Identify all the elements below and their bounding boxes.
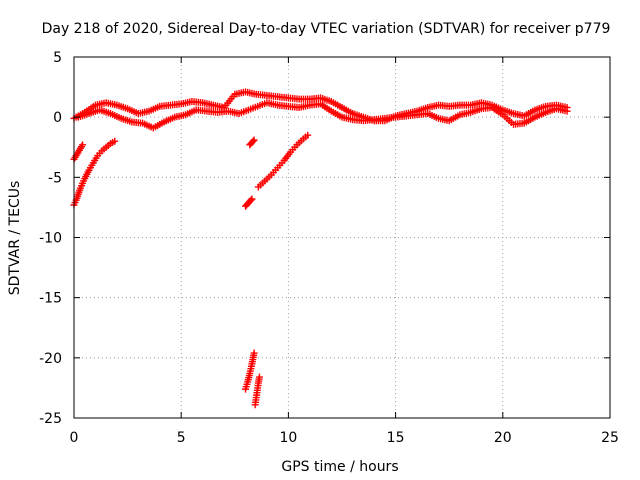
series-arc-deep-b — [251, 373, 263, 409]
series-arc-short-mid-a — [242, 195, 256, 210]
series-arc-rise-early — [70, 137, 119, 209]
series-arc-short-early — [70, 141, 87, 163]
series-arc-deep-a — [242, 349, 258, 393]
x-tick-label: 20 — [494, 430, 512, 446]
data-point — [255, 373, 263, 381]
data-point — [247, 196, 255, 204]
x-tick-label: 5 — [177, 430, 186, 446]
series-arc-short-mid-b — [246, 136, 258, 149]
y-tick-label: -20 — [39, 351, 62, 367]
data-point — [250, 136, 258, 144]
y-tick-label: 5 — [53, 50, 62, 66]
y-axis-label: SDTVAR / TECUs — [7, 181, 23, 296]
axis-ticks: 0 5 10 15 20 25 -25 -20 -15 -10 -5 0 5 — [39, 50, 619, 446]
data-point — [249, 137, 257, 145]
data-point — [304, 131, 312, 139]
series-arc-upper-lower — [74, 99, 571, 132]
x-tick-label: 0 — [70, 430, 79, 446]
data-point — [250, 349, 258, 357]
data-point — [111, 137, 119, 145]
y-tick-label: -10 — [39, 231, 62, 247]
data-point — [248, 195, 256, 203]
x-tick-label: 10 — [279, 430, 297, 446]
x-axis-label: GPS time / hours — [281, 459, 398, 475]
x-tick-label: 25 — [601, 430, 619, 446]
chart-title: Day 218 of 2020, Sidereal Day-to-day VTE… — [42, 21, 611, 37]
y-tick-label: -25 — [39, 411, 62, 427]
data-point — [563, 107, 571, 115]
y-tick-label: 0 — [53, 110, 62, 126]
data-points — [70, 88, 571, 409]
y-tick-label: -5 — [48, 170, 62, 186]
data-point — [79, 141, 87, 149]
series-arc-rise-mid — [254, 131, 312, 191]
x-tick-label: 15 — [387, 430, 405, 446]
y-tick-label: -15 — [39, 291, 62, 307]
